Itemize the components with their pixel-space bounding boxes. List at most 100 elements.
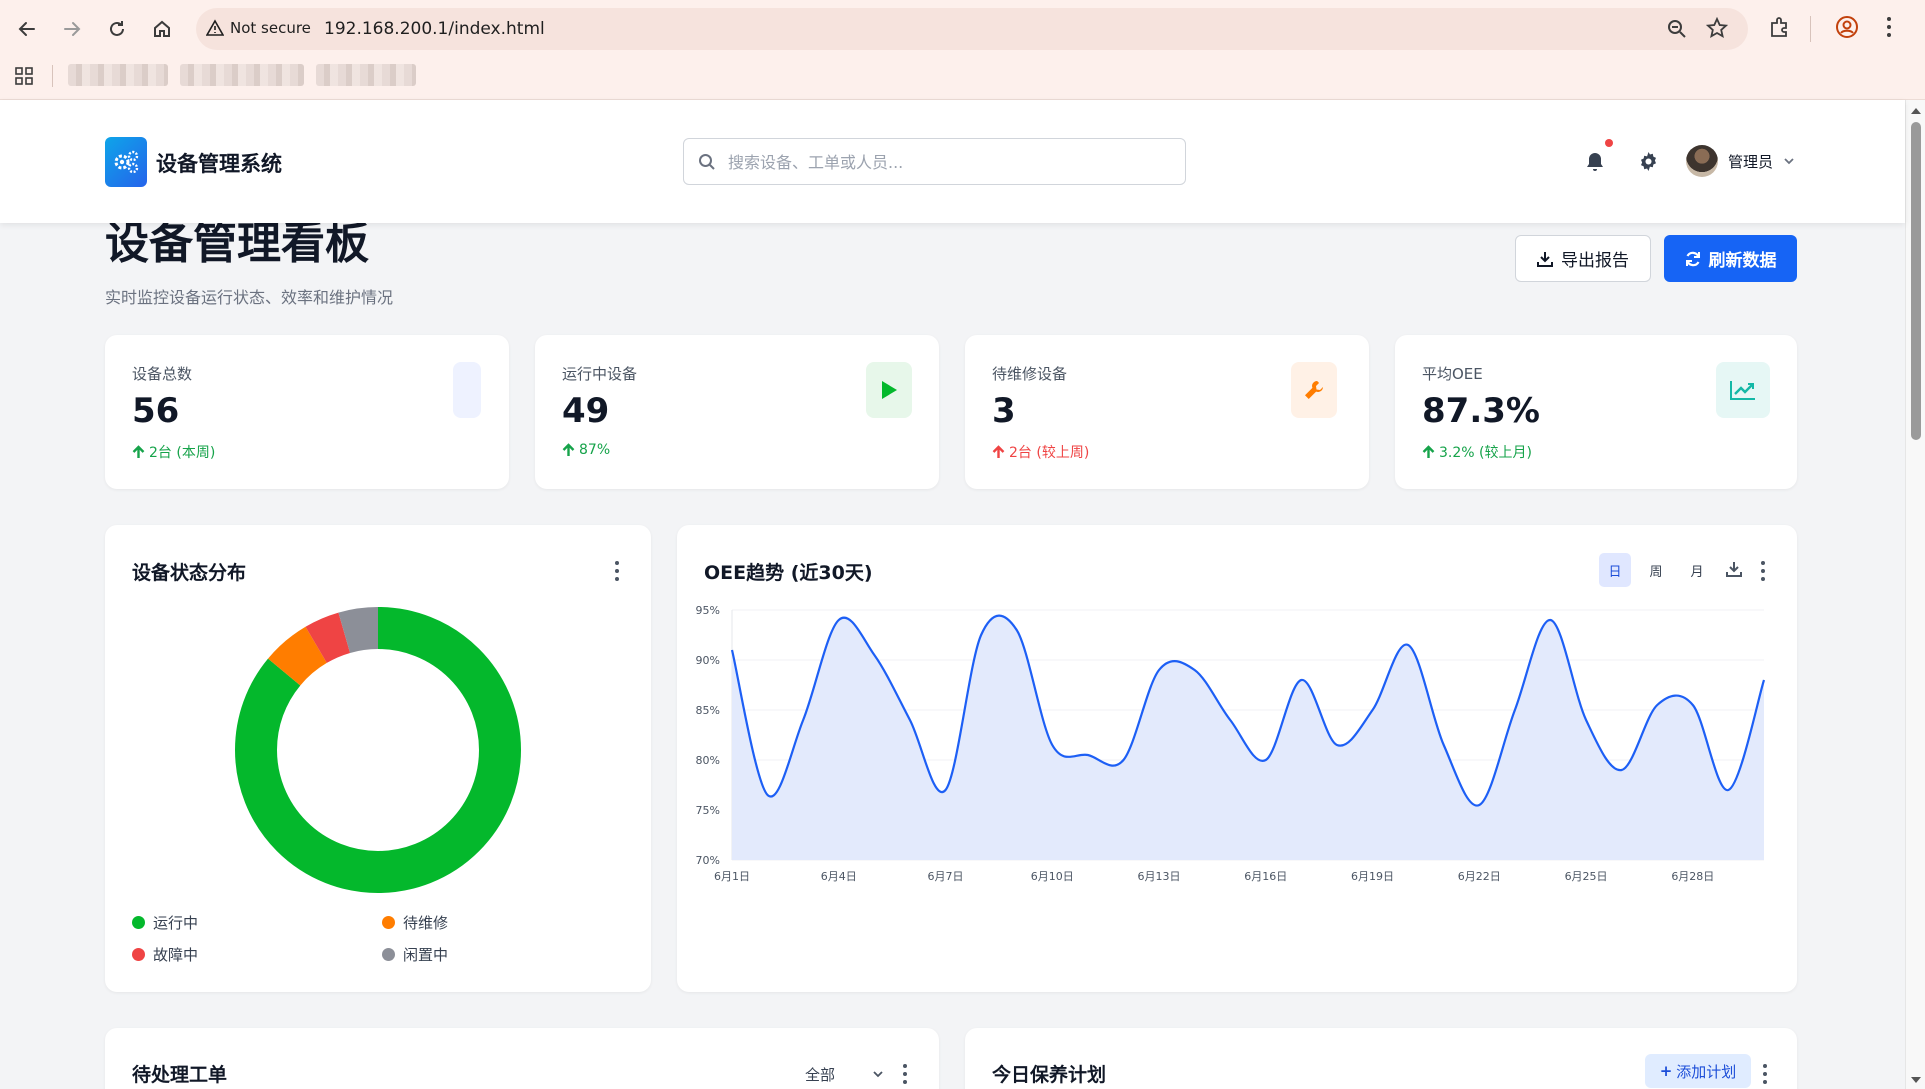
play-icon (866, 362, 912, 418)
search-input[interactable] (728, 149, 1168, 175)
oee-area-chart: 70% 75% 80% 85% 90% 95% 6月1日 6月4日 6月7日 6月10日 6月13日… (696, 604, 1767, 883)
oee-point[interactable] (1405, 642, 1411, 648)
forward-icon[interactable] (57, 14, 87, 44)
browser-menu-icon[interactable] (1884, 15, 1894, 43)
status-filter-select[interactable]: 全部 (805, 1064, 835, 1085)
scroll-up-arrow[interactable] (1911, 108, 1921, 114)
add-plan-label: 添加计划 (1676, 1062, 1737, 1081)
oee-point[interactable] (1441, 742, 1447, 748)
x-tick-label: 6月16日 (1244, 870, 1287, 883)
oee-point[interactable] (1156, 667, 1162, 673)
oee-point[interactable] (1014, 627, 1020, 633)
address-bar[interactable]: Not secure 192.168.200.1/index.html (196, 8, 1748, 50)
page-scrollbar[interactable] (1905, 100, 1925, 1089)
workorders-panel: 待处理工单 全部 (105, 1028, 939, 1089)
legend-label: 待维修 (403, 914, 449, 932)
oee-point[interactable] (1654, 702, 1660, 708)
warning-icon (206, 19, 224, 36)
range-month-button[interactable]: 月 (1690, 564, 1704, 580)
x-tick-label: 6月10日 (1031, 870, 1074, 883)
oee-point[interactable] (1547, 617, 1553, 623)
notification-dot (1605, 139, 1613, 147)
more-options-icon[interactable] (902, 1064, 908, 1084)
download-icon[interactable] (1726, 561, 1742, 581)
oee-point[interactable] (1690, 702, 1696, 708)
export-label: 导出报告 (1561, 251, 1629, 271)
bookmark-item[interactable] (180, 64, 304, 86)
export-report-button[interactable]: 导出报告 (1515, 235, 1651, 282)
oee-point[interactable] (1619, 767, 1625, 773)
oee-point[interactable] (943, 787, 949, 793)
oee-trend-panel: OEE趋势 (近30天) 日 周 月 70% 75% 80% 85% 90% 95% 6月1… (677, 525, 1797, 992)
more-options-icon[interactable] (1762, 1064, 1768, 1084)
oee-point[interactable] (1192, 667, 1198, 673)
oee-point[interactable] (1476, 802, 1482, 808)
back-icon[interactable] (12, 14, 42, 44)
legend-label: 闲置中 (403, 946, 449, 964)
oee-point[interactable] (765, 792, 771, 798)
x-tick-label: 6月13日 (1138, 870, 1181, 883)
oee-point[interactable] (978, 632, 984, 638)
toolbar-divider (1810, 16, 1811, 42)
kpi-value: 3 (992, 391, 1016, 431)
bookmark-star-icon[interactable] (1705, 16, 1729, 43)
gear-icon[interactable] (1639, 152, 1658, 175)
oee-point[interactable] (1725, 787, 1731, 793)
apps-grid-icon[interactable] (14, 66, 34, 90)
kpi-label: 平均OEE (1422, 365, 1483, 383)
oee-point[interactable] (1370, 707, 1376, 713)
oee-point[interactable] (1085, 752, 1091, 758)
reload-icon[interactable] (102, 14, 132, 44)
kpi-card-oee: 平均OEE 87.3% 3.2% (较上月) (1395, 335, 1797, 489)
donut-slice-4[interactable]: 闲置中: 4.5 (235, 607, 521, 893)
oee-point[interactable] (871, 652, 877, 658)
kpi-delta-text: 2台 (较上周) (1009, 445, 1090, 461)
oee-point[interactable] (1761, 677, 1767, 683)
oee-point[interactable] (1583, 717, 1589, 723)
oee-point[interactable] (800, 717, 806, 723)
zoom-icon[interactable] (1666, 18, 1688, 44)
profile-icon[interactable] (1835, 15, 1859, 43)
home-icon[interactable] (147, 14, 177, 44)
status-distribution-panel: 设备状态分布 运行中: 86待维修: 5.5故障中: 4闲置中: 4.5 运行中… (105, 525, 651, 992)
y-tick-label: 70% (696, 854, 720, 867)
scroll-down-arrow[interactable] (1911, 1077, 1921, 1083)
oee-point[interactable] (1263, 757, 1269, 763)
security-indicator[interactable]: Not secure (206, 19, 311, 37)
panel-title: OEE趋势 (近30天) (704, 562, 873, 584)
x-tick-label: 6月7日 (928, 870, 964, 883)
range-day-button[interactable]: 日 (1599, 553, 1631, 587)
url-text[interactable]: 192.168.200.1/index.html (324, 19, 545, 39)
more-options-icon[interactable] (1760, 561, 1766, 581)
bell-icon[interactable] (1586, 152, 1604, 176)
oee-point[interactable] (907, 717, 913, 723)
add-plan-button[interactable]: + 添加计划 (1645, 1054, 1751, 1088)
oee-point[interactable] (836, 617, 842, 623)
oee-point[interactable] (1120, 757, 1126, 763)
oee-point[interactable] (1049, 742, 1055, 748)
oee-point[interactable] (729, 647, 735, 653)
search-box[interactable] (683, 138, 1186, 185)
oee-point[interactable] (1298, 677, 1304, 683)
legend-running: 运行中 (132, 912, 198, 933)
bookmark-item[interactable] (316, 64, 416, 86)
oee-series-line[interactable] (730, 614, 1766, 807)
oee-point[interactable] (1227, 717, 1233, 723)
user-menu[interactable]: 管理员 (1686, 145, 1795, 177)
scroll-thumb[interactable] (1911, 122, 1921, 440)
more-options-icon[interactable] (614, 561, 620, 581)
range-week-button[interactable]: 周 (1649, 564, 1663, 580)
kpi-card-total: 设备总数 56 2台 (本周) (105, 335, 509, 489)
page-title: 设备管理看板 (105, 218, 369, 269)
extensions-icon[interactable] (1768, 15, 1792, 43)
kpi-delta: 2台 (本周) (132, 442, 215, 462)
refresh-data-button[interactable]: 刷新数据 (1664, 235, 1797, 282)
oee-point[interactable] (1512, 707, 1518, 713)
legend-dot (382, 948, 395, 961)
legend-label: 故障中 (153, 946, 199, 964)
kpi-card-repair: 待维修设备 3 2台 (较上周) (965, 335, 1369, 489)
oee-point[interactable] (1334, 742, 1340, 748)
blank-icon (453, 362, 481, 418)
filter-value: 全部 (805, 1066, 836, 1084)
bookmark-item[interactable] (68, 64, 168, 86)
